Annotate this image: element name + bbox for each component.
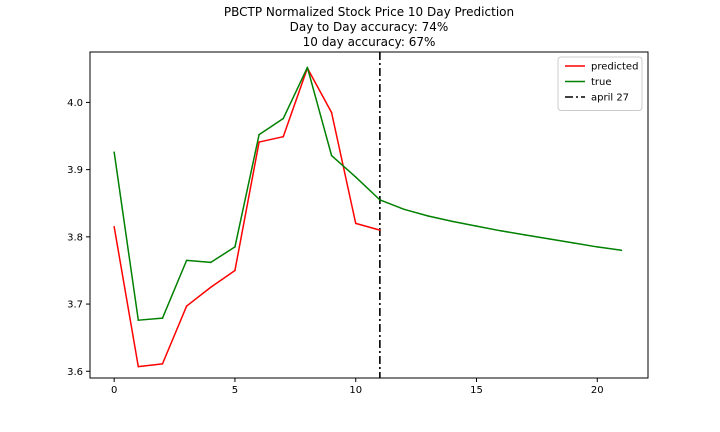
- legend-label: true: [591, 77, 612, 88]
- y-tick-label: 3.8: [67, 232, 83, 243]
- data-point-predicted-4: [209, 286, 212, 289]
- legend-label: april 27: [591, 93, 629, 104]
- data-point-true-16: [499, 230, 502, 232]
- data-point-true-1: [137, 319, 140, 321]
- data-point-true-7: [282, 117, 285, 120]
- legend: predicted true april 27: [557, 56, 643, 111]
- x-tick-label: 15: [470, 385, 483, 396]
- data-point-true-5: [234, 246, 236, 248]
- y-tick-label: 3.9: [67, 165, 83, 176]
- data-point-true-10: [354, 176, 357, 178]
- data-point-true-3: [185, 259, 188, 262]
- x-tick-label: 0: [111, 385, 117, 396]
- data-point-predicted-6: [258, 141, 260, 143]
- chart-title: PBCTP Normalized Stock Price 10 Day Pred…: [224, 5, 514, 49]
- data-point-predicted-7: [282, 135, 285, 138]
- y-tick-label: 3.6: [67, 367, 83, 378]
- chart-title-line-1: PBCTP Normalized Stock Price 10 Day Pred…: [224, 5, 514, 19]
- chart-title-line-3: 10 day accuracy: 67%: [303, 35, 436, 49]
- data-point-predicted-2: [161, 363, 164, 365]
- data-point-true-0: [113, 151, 115, 153]
- legend-box: [557, 56, 643, 111]
- x-axis: 0 5 10 15 20: [111, 378, 604, 396]
- y-tick-label: 3.7: [67, 300, 83, 311]
- data-point-true-19: [572, 242, 574, 244]
- data-point-true-11: [379, 199, 381, 201]
- x-tick-label: 20: [591, 385, 604, 396]
- data-point-true-18: [548, 238, 550, 240]
- y-tick-label: 4.0: [67, 98, 83, 109]
- x-tick-label: 5: [232, 385, 238, 396]
- data-point-true-9: [330, 154, 333, 157]
- data-point-true-21: [620, 249, 623, 252]
- legend-label: predicted: [591, 62, 638, 73]
- data-point-true-8: [306, 66, 309, 69]
- data-point-true-15: [475, 225, 478, 227]
- x-tick-label: 10: [349, 385, 362, 396]
- data-point-predicted-3: [185, 305, 188, 307]
- data-point-true-2: [161, 317, 164, 319]
- data-point-true-12: [403, 208, 405, 211]
- data-point-predicted-5: [234, 269, 236, 272]
- y-axis: 3.6 3.7 3.8 3.9 4.0: [67, 98, 90, 378]
- axes-frame: [89, 51, 649, 379]
- data-point-true-20: [596, 246, 599, 248]
- series-line-true: [113, 66, 622, 321]
- data-point-true-14: [451, 220, 454, 223]
- data-point-predicted-9: [330, 111, 333, 114]
- data-point-true-13: [427, 215, 429, 217]
- series-line-predicted: [113, 67, 381, 368]
- data-point-predicted-0: [113, 225, 115, 228]
- data-point-true-6: [258, 133, 260, 136]
- data-point-predicted-11: [379, 229, 381, 231]
- data-point-predicted-10: [354, 222, 357, 225]
- plot-area: [113, 52, 623, 378]
- data-point-predicted-1: [137, 365, 140, 368]
- data-point-true-4: [209, 261, 212, 264]
- chart-title-line-2: Day to Day accuracy: 74%: [290, 20, 449, 34]
- data-point-true-17: [524, 234, 526, 236]
